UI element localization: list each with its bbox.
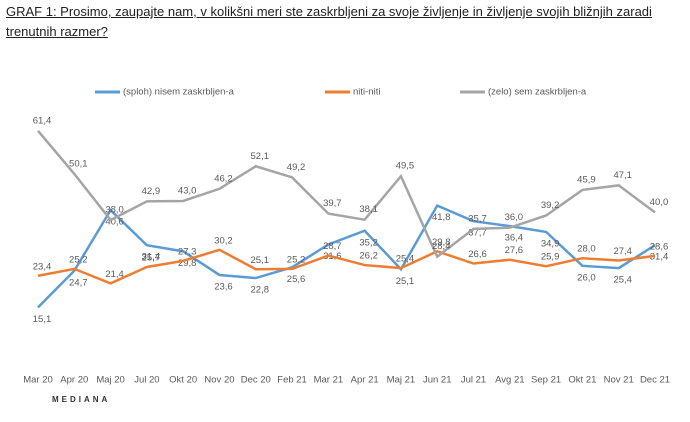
x-tick-label: Jul 21: [461, 375, 486, 386]
series-line: [37, 248, 656, 285]
legend-label: (zelo) sem zaskrbljen-a: [488, 87, 587, 98]
data-label: 25,4: [396, 254, 415, 265]
data-label: 15,1: [33, 314, 52, 325]
data-label: 25,1: [251, 255, 270, 266]
data-label: 28,0: [577, 244, 596, 255]
data-label: 46,2: [214, 173, 233, 184]
data-label: 34,9: [541, 238, 560, 249]
data-label: 23,4: [33, 261, 52, 272]
series-line: [37, 129, 656, 259]
data-label: 49,5: [396, 161, 415, 172]
x-tick-label: Sep 21: [531, 375, 561, 386]
x-tick-label: Okt 21: [568, 375, 596, 386]
data-label: 25,2: [287, 254, 306, 265]
data-label: 29,8: [432, 237, 451, 248]
x-tick-label: Apr 20: [60, 375, 88, 386]
data-label: 26,6: [468, 249, 487, 260]
data-label: 40,6: [105, 217, 124, 228]
data-label: 29,8: [178, 258, 197, 269]
x-tick-label: Apr 21: [351, 375, 379, 386]
data-label: 31,4: [650, 252, 669, 263]
data-label: 27,3: [178, 246, 197, 257]
data-label: 50,1: [69, 158, 88, 169]
data-label: 25,7: [142, 252, 161, 263]
x-tick-label: Dec 20: [241, 375, 271, 386]
legend-label: (sploh) nisem zaskrbljen-a: [123, 87, 235, 98]
x-tick-label: Feb 21: [277, 375, 307, 386]
data-label: 23,6: [214, 281, 233, 292]
x-tick-label: Dec 21: [640, 375, 670, 386]
data-label: 31,4: [142, 252, 161, 263]
x-tick-label: Jul 20: [134, 375, 159, 386]
data-label: 35,2: [359, 237, 378, 248]
x-tick-label: Maj 20: [96, 375, 125, 386]
data-label: 43,0: [178, 186, 197, 197]
data-label: 36,0: [505, 212, 524, 223]
data-label: 40,0: [650, 197, 669, 208]
data-label: 28,6: [650, 241, 669, 252]
x-tick-label: Jun 21: [423, 375, 452, 386]
data-label: 26,2: [359, 251, 378, 262]
data-label: 21,4: [105, 269, 124, 280]
data-label: 28,7: [323, 241, 342, 252]
data-label: 38,1: [359, 204, 378, 215]
data-label: 28,4: [432, 241, 451, 252]
x-tick-label: Nov 20: [204, 375, 234, 386]
data-label: 37,7: [468, 228, 487, 239]
data-label: 39,7: [323, 198, 342, 209]
data-label: 39,2: [541, 200, 560, 211]
x-tick-label: Nov 21: [604, 375, 634, 386]
data-label: 25,2: [69, 254, 88, 265]
chart-title: GRAF 1: Prosimo, zaupajte nam, v kolikšn…: [6, 4, 652, 39]
data-label: 24,7: [69, 277, 88, 288]
logo: MEDIANA: [52, 395, 110, 404]
data-label: 25,9: [541, 252, 560, 263]
data-label: 25,4: [613, 275, 632, 286]
x-tick-label: Okt 20: [169, 375, 197, 386]
data-label: 30,2: [214, 235, 233, 246]
x-tick-label: Avg 21: [495, 375, 524, 386]
data-label: 27,4: [613, 246, 632, 257]
data-label: 42,9: [142, 186, 161, 197]
data-label: 36,4: [505, 233, 524, 244]
legend-label: niti-niti: [353, 87, 380, 98]
data-label: 35,7: [468, 213, 487, 224]
data-label: 49,2: [287, 162, 306, 173]
data-label: 25,6: [287, 274, 306, 285]
data-label: 41,8: [432, 212, 451, 223]
data-label: 25,1: [396, 276, 415, 287]
data-label: 27,6: [505, 245, 524, 256]
data-label: 38,0: [105, 205, 124, 216]
x-tick-label: Maj 21: [387, 375, 416, 386]
data-label: 22,8: [251, 285, 270, 296]
x-tick-label: Mar 21: [314, 375, 344, 386]
x-tick-label: Mar 20: [23, 375, 53, 386]
data-label: 45,9: [577, 174, 596, 185]
series-line: [37, 203, 656, 309]
data-label: 61,4: [33, 115, 52, 126]
data-label: 26,0: [577, 272, 596, 283]
data-label: 52,1: [251, 151, 270, 162]
data-label: 47,1: [613, 170, 632, 181]
